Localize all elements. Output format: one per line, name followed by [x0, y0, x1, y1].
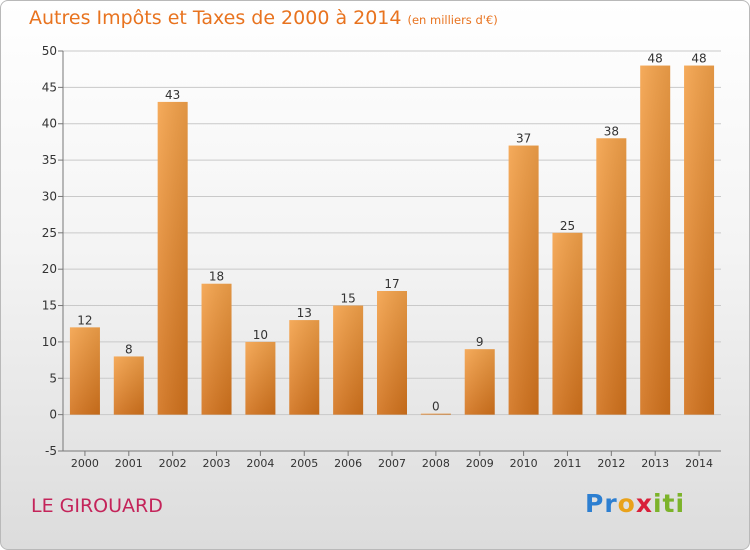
bar-value-label: 8: [125, 342, 133, 356]
bar-value-label: 0: [432, 400, 440, 414]
y-tick-label: 10: [42, 335, 57, 349]
x-tick-label: 2000: [71, 457, 99, 470]
bars-layer: 12 8 43 18 10 13 15 17 0 9 37 25 38 48 48: [69, 52, 715, 415]
x-tick-label: 2007: [378, 457, 406, 470]
x-tick-label: 2002: [159, 457, 187, 470]
y-tick-label: 35: [42, 153, 57, 167]
y-tick-label: 5: [49, 371, 57, 385]
x-tick-label: 2004: [246, 457, 274, 470]
x-tick-label: 2011: [553, 457, 581, 470]
x-tick-label: 2012: [597, 457, 625, 470]
bar-value-label: 13: [297, 306, 312, 320]
x-tick-label: 2008: [422, 457, 450, 470]
y-tick-label: -5: [45, 444, 57, 458]
bar-value-label: 48: [691, 52, 706, 66]
y-tick-label: 20: [42, 262, 57, 276]
bar-value-label: 37: [516, 132, 531, 146]
axis-layer: -5 0 5 10 15 20 25 30 35 40 45 50 2000 2001 2002 2003 20…: [42, 44, 721, 470]
bar-shine: [289, 320, 320, 415]
proxiti-logo[interactable]: Proxiti: [585, 489, 686, 518]
bar-shine: [596, 138, 627, 415]
bar-shine: [201, 283, 232, 415]
chart-title: Autres Impôts et Taxes de 2000 à 2014 (en…: [29, 7, 498, 29]
y-tick-label: 50: [42, 44, 57, 58]
bar-value-label: 48: [648, 52, 663, 66]
bar-shine: [640, 65, 671, 415]
y-tick-label: 15: [42, 299, 57, 313]
bar-value-label: 38: [604, 124, 619, 138]
bar-shine: [157, 101, 188, 415]
commune-name: LE GIROUARD: [31, 495, 163, 517]
x-tick-label: 2006: [334, 457, 362, 470]
bar-shine: [552, 232, 583, 415]
x-tick-label: 2013: [641, 457, 669, 470]
bar-value-label: 17: [384, 277, 399, 291]
bar-shine: [113, 356, 144, 415]
x-tick-label: 2009: [466, 457, 494, 470]
chart-subtitle: (en milliers d'€): [407, 13, 498, 27]
bar-value-label: 15: [340, 292, 355, 306]
y-tick-label: 40: [42, 117, 57, 131]
bar-value-label: 25: [560, 219, 575, 233]
x-tick-label: 2014: [685, 457, 713, 470]
y-tick-label: 0: [49, 408, 57, 422]
bar-value-label: 12: [77, 313, 92, 327]
y-tick-label: 45: [42, 80, 57, 94]
bar-value-label: 9: [476, 335, 484, 349]
bar-shine: [377, 291, 407, 415]
x-tick-label: 2010: [510, 457, 538, 470]
x-tick-label: 2003: [203, 457, 231, 470]
bar-value-label: 18: [209, 270, 224, 284]
bar-shine: [245, 341, 276, 415]
bar-shine: [69, 327, 100, 415]
bar-shine: [508, 145, 539, 415]
x-tick-label: 2001: [115, 457, 143, 470]
chart-title-text: Autres Impôts et Taxes de 2000 à 2014: [29, 7, 402, 29]
x-tick-label: 2005: [290, 457, 318, 470]
bar-shine: [464, 349, 495, 415]
y-tick-label: 25: [42, 226, 57, 240]
bar-shine: [684, 65, 715, 415]
y-tick-label: 30: [42, 189, 57, 203]
bar-value-label: 43: [165, 88, 180, 102]
bar-shine: [420, 413, 451, 415]
bar-value-label: 10: [253, 328, 268, 342]
bar-shine: [333, 305, 364, 415]
